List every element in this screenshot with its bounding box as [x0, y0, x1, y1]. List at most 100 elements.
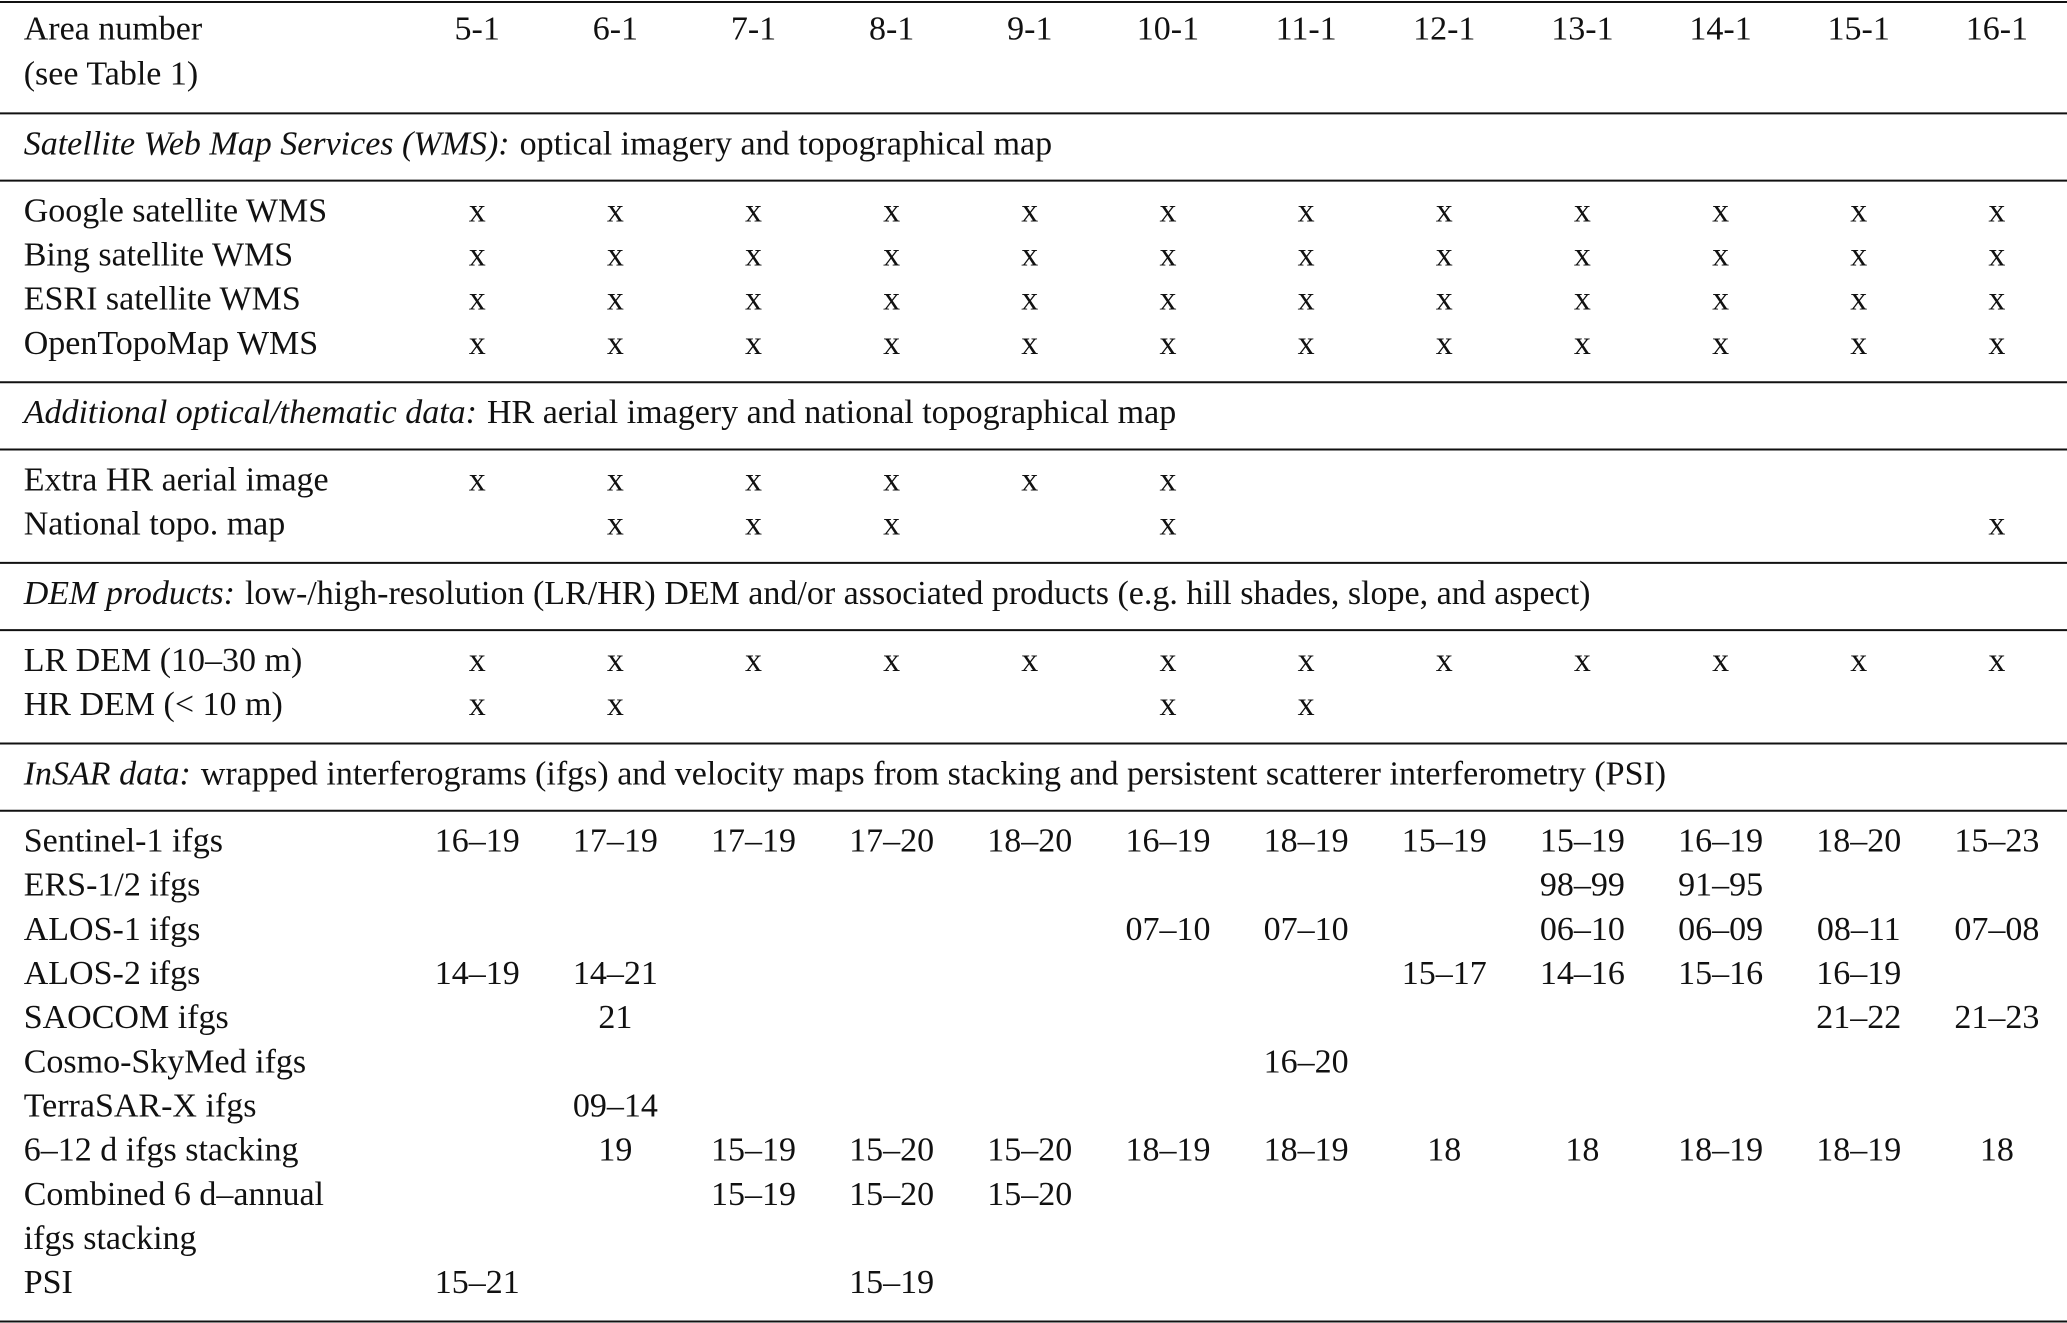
cell: x: [1436, 642, 1453, 679]
cell: 08–11: [1817, 911, 1901, 948]
cell: x: [883, 505, 900, 542]
cell: 15–19: [849, 1264, 934, 1301]
row-label: ERS-1/2 ifgs: [24, 867, 201, 904]
cell: x: [1850, 281, 1867, 318]
cell: x: [1159, 642, 1176, 679]
cell: x: [1850, 325, 1867, 362]
cell: x: [745, 237, 762, 274]
header-label: Area number: [24, 10, 203, 47]
row-label: ALOS-1 ifgs: [24, 911, 201, 948]
column-header: 11-1: [1276, 10, 1337, 47]
row-label: 6–12 d ifgs stacking: [24, 1132, 299, 1169]
cell: x: [883, 281, 900, 318]
cell: 18: [1565, 1132, 1599, 1169]
row-label: LR DEM (10–30 m): [24, 642, 303, 679]
cell: 17–20: [849, 822, 934, 859]
cell: 15–20: [849, 1132, 934, 1169]
cell: x: [1298, 192, 1315, 229]
cell: x: [1436, 192, 1453, 229]
cell: 16–19: [1125, 822, 1210, 859]
row-label: Cosmo-SkyMed ifgs: [24, 1043, 306, 1080]
section-title-rest: HR aerial imagery and national topograph…: [487, 394, 1176, 431]
cell: x: [1988, 237, 2005, 274]
cell: x: [1159, 281, 1176, 318]
cell: x: [1850, 237, 1867, 274]
cell: 15–19: [711, 1132, 796, 1169]
cell: x: [607, 237, 624, 274]
cell: x: [1159, 192, 1176, 229]
cell: x: [745, 505, 762, 542]
cell: x: [1574, 281, 1591, 318]
column-header: 13-1: [1551, 10, 1613, 47]
cell: 16–19: [1678, 822, 1763, 859]
cell: x: [1021, 325, 1038, 362]
row-label: ESRI satellite WMS: [24, 281, 301, 318]
cell: 15–20: [849, 1176, 934, 1213]
cell: x: [1159, 325, 1176, 362]
cell: x: [745, 192, 762, 229]
section-title-rest: low-/high-resolution (LR/HR) DEM and/or …: [245, 575, 1591, 612]
row-label: Extra HR aerial image: [24, 461, 329, 498]
cell: x: [607, 281, 624, 318]
cell: 18–19: [1264, 1132, 1349, 1169]
cell: x: [607, 686, 624, 723]
cell: 18–20: [987, 822, 1072, 859]
cell: 15–20: [987, 1132, 1072, 1169]
section-title: Additional optical/thematic data: HR aeri…: [22, 394, 1176, 431]
cell: x: [1436, 281, 1453, 318]
cell: x: [1298, 642, 1315, 679]
column-header: 6-1: [593, 10, 638, 47]
cell: x: [1988, 281, 2005, 318]
cell: x: [1574, 237, 1591, 274]
header-label: (see Table 1): [24, 55, 198, 92]
column-header: 8-1: [869, 10, 914, 47]
cell: 16–20: [1264, 1043, 1349, 1080]
column-header: 16-1: [1966, 10, 2028, 47]
cell: x: [1988, 192, 2005, 229]
cell: x: [1712, 642, 1729, 679]
cell: 98–99: [1540, 867, 1625, 904]
column-header: 7-1: [731, 10, 776, 47]
cell: 15–19: [1540, 822, 1625, 859]
cell: x: [1574, 192, 1591, 229]
cell: x: [469, 686, 486, 723]
cell: 21–23: [1954, 999, 2039, 1036]
cell: x: [1159, 461, 1176, 498]
column-header: 14-1: [1689, 10, 1751, 47]
column-header: 15-1: [1828, 10, 1890, 47]
column-header: 5-1: [455, 10, 500, 47]
cell: x: [1021, 192, 1038, 229]
cell: x: [883, 325, 900, 362]
cell: x: [883, 642, 900, 679]
section-title-italic: InSAR data:: [23, 755, 191, 792]
cell: x: [1574, 642, 1591, 679]
cell: 18–19: [1125, 1132, 1210, 1169]
cell: 19: [598, 1132, 632, 1169]
cell: 15–16: [1678, 955, 1763, 992]
cell: x: [1988, 642, 2005, 679]
cell: x: [745, 281, 762, 318]
cell: x: [469, 237, 486, 274]
cell: 18: [1980, 1132, 2014, 1169]
cell: 17–19: [573, 822, 658, 859]
cell: x: [607, 642, 624, 679]
row-label: Sentinel-1 ifgs: [24, 822, 223, 859]
cell: 15–20: [987, 1176, 1072, 1213]
cell: x: [883, 237, 900, 274]
cell: x: [1712, 325, 1729, 362]
cell: x: [745, 642, 762, 679]
cell: 14–21: [573, 955, 658, 992]
column-header: 12-1: [1413, 10, 1475, 47]
cell: 21: [598, 999, 632, 1036]
section-title-italic: DEM products:: [23, 575, 235, 612]
row-label: SAOCOM ifgs: [24, 999, 229, 1036]
cell: x: [1159, 686, 1176, 723]
cell: 18–19: [1264, 822, 1349, 859]
column-header: 9-1: [1007, 10, 1052, 47]
cell: 18–19: [1678, 1132, 1763, 1169]
cell: 15–19: [711, 1176, 796, 1213]
cell: x: [469, 192, 486, 229]
row-label: PSI: [24, 1264, 73, 1301]
cell: 06–09: [1678, 911, 1763, 948]
